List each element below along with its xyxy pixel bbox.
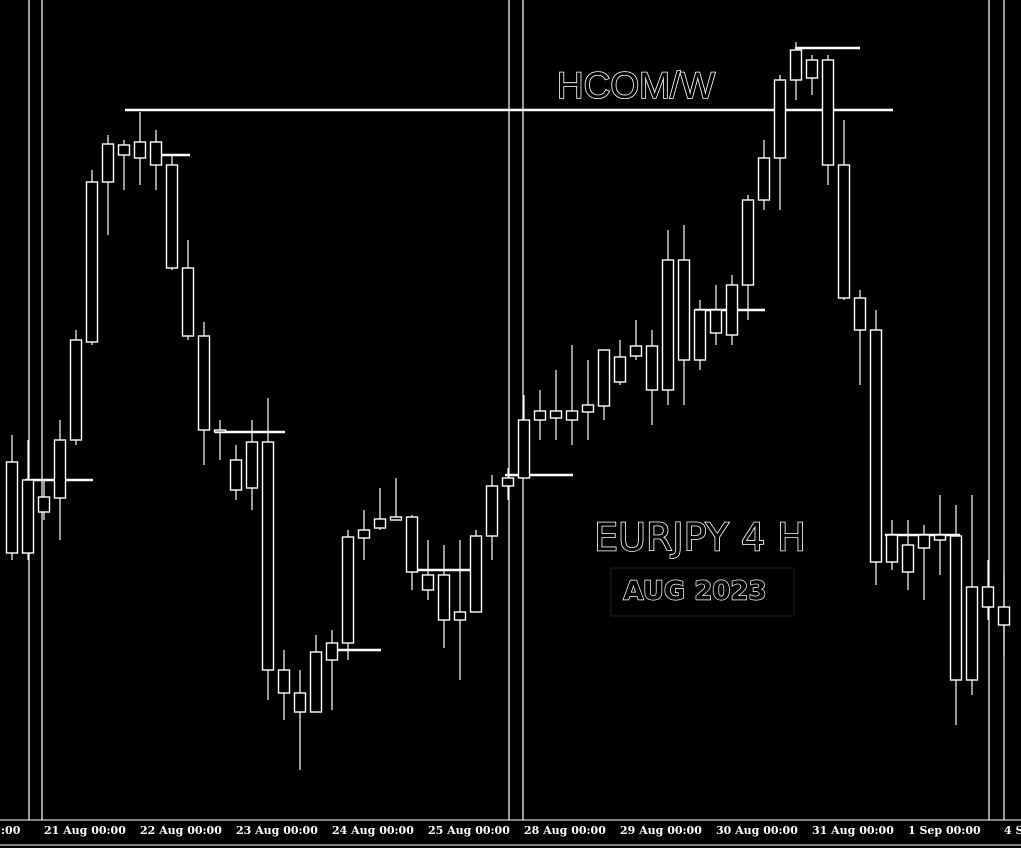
subtitle-box — [610, 567, 795, 617]
x-tick-label: 22 Aug 00:00 — [140, 824, 222, 837]
candle-body — [885, 534, 899, 563]
candle-body — [309, 651, 323, 713]
candle-body — [709, 309, 723, 334]
plot — [5, 42, 1011, 770]
candle-body — [757, 157, 771, 201]
candle-body — [549, 410, 563, 419]
chart-title: EURJPY 4 H — [594, 516, 806, 560]
candle-body — [805, 59, 819, 79]
candle-body — [773, 79, 787, 159]
candle-body — [405, 516, 419, 573]
candle-body — [677, 259, 691, 361]
x-tick-label: 31 Aug 00:00 — [812, 824, 894, 837]
candle-body — [981, 586, 995, 608]
candle-body — [101, 143, 115, 183]
week-separators — [28, 0, 1005, 820]
candle-body — [37, 496, 51, 513]
candle-body — [5, 461, 19, 554]
x-tick-label: 29 Aug 00:00 — [620, 824, 702, 837]
candle-body — [821, 59, 835, 166]
candle-body — [197, 335, 211, 431]
candle-body — [149, 141, 163, 166]
x-tick-label: 30 Aug 00:00 — [716, 824, 798, 837]
x-tick-label: 25 Aug 00:00 — [428, 824, 510, 837]
candle-body — [133, 141, 147, 159]
candle-body — [837, 164, 851, 299]
candle-body — [181, 267, 195, 337]
candle-body — [917, 534, 931, 549]
candle-body — [261, 441, 275, 671]
x-tick-label: 28 Aug 00:00 — [524, 824, 606, 837]
candle-body — [533, 410, 547, 421]
candle-body — [341, 536, 355, 644]
x-labels: :00 21 Aug 00:00 22 Aug 00:00 23 Aug 00:00 2… — [1, 824, 1021, 837]
candle-body — [853, 297, 867, 331]
annotation: HCOM/W — [557, 65, 715, 106]
chart-subtitle: AUG 2023 — [623, 577, 766, 607]
candle-body — [325, 642, 339, 661]
candle-body — [901, 544, 915, 573]
candle-body — [373, 518, 387, 529]
candle-body — [53, 439, 67, 499]
candle-body — [997, 606, 1011, 626]
candle-body — [725, 284, 739, 336]
candle-body — [245, 441, 259, 489]
candle-body — [293, 692, 307, 713]
candle-body — [693, 309, 707, 361]
candle-body — [277, 669, 291, 694]
candle-body — [645, 345, 659, 391]
candle-body — [965, 586, 979, 681]
candle-body — [741, 199, 755, 286]
x-tick-label: 23 Aug 00:00 — [236, 824, 318, 837]
candle-body — [389, 516, 403, 521]
candle-body — [21, 479, 35, 554]
x-tick-label: 4 S — [1004, 824, 1021, 837]
candle-body — [485, 485, 499, 537]
candle-body — [437, 574, 451, 621]
x-tick-label: 21 Aug 00:00 — [44, 824, 126, 837]
candle-body — [85, 181, 99, 343]
candle-body — [421, 574, 435, 591]
x-tick-label: :00 — [1, 824, 21, 837]
x-tick-label: 24 Aug 00:00 — [332, 824, 414, 837]
candle-body — [789, 49, 803, 81]
candle-body — [501, 477, 515, 487]
candle-body — [581, 404, 595, 413]
candle-body — [165, 164, 179, 269]
candle-body — [117, 144, 131, 156]
candle-body — [869, 329, 883, 563]
candle-body — [629, 345, 643, 357]
candle-body — [213, 429, 227, 433]
candle-body — [933, 534, 947, 541]
candle-body — [565, 410, 579, 421]
candle-body — [469, 535, 483, 613]
candle-body — [661, 259, 675, 391]
candle-body — [517, 419, 531, 479]
candle-body — [597, 349, 611, 407]
x-tick-label: 1 Sep 00:00 — [908, 824, 981, 837]
candle-body — [229, 459, 243, 491]
candle-body — [69, 339, 83, 441]
candle-body — [453, 611, 467, 621]
candle-body — [949, 535, 963, 681]
candle-body — [357, 529, 371, 539]
candle-body — [613, 356, 627, 383]
